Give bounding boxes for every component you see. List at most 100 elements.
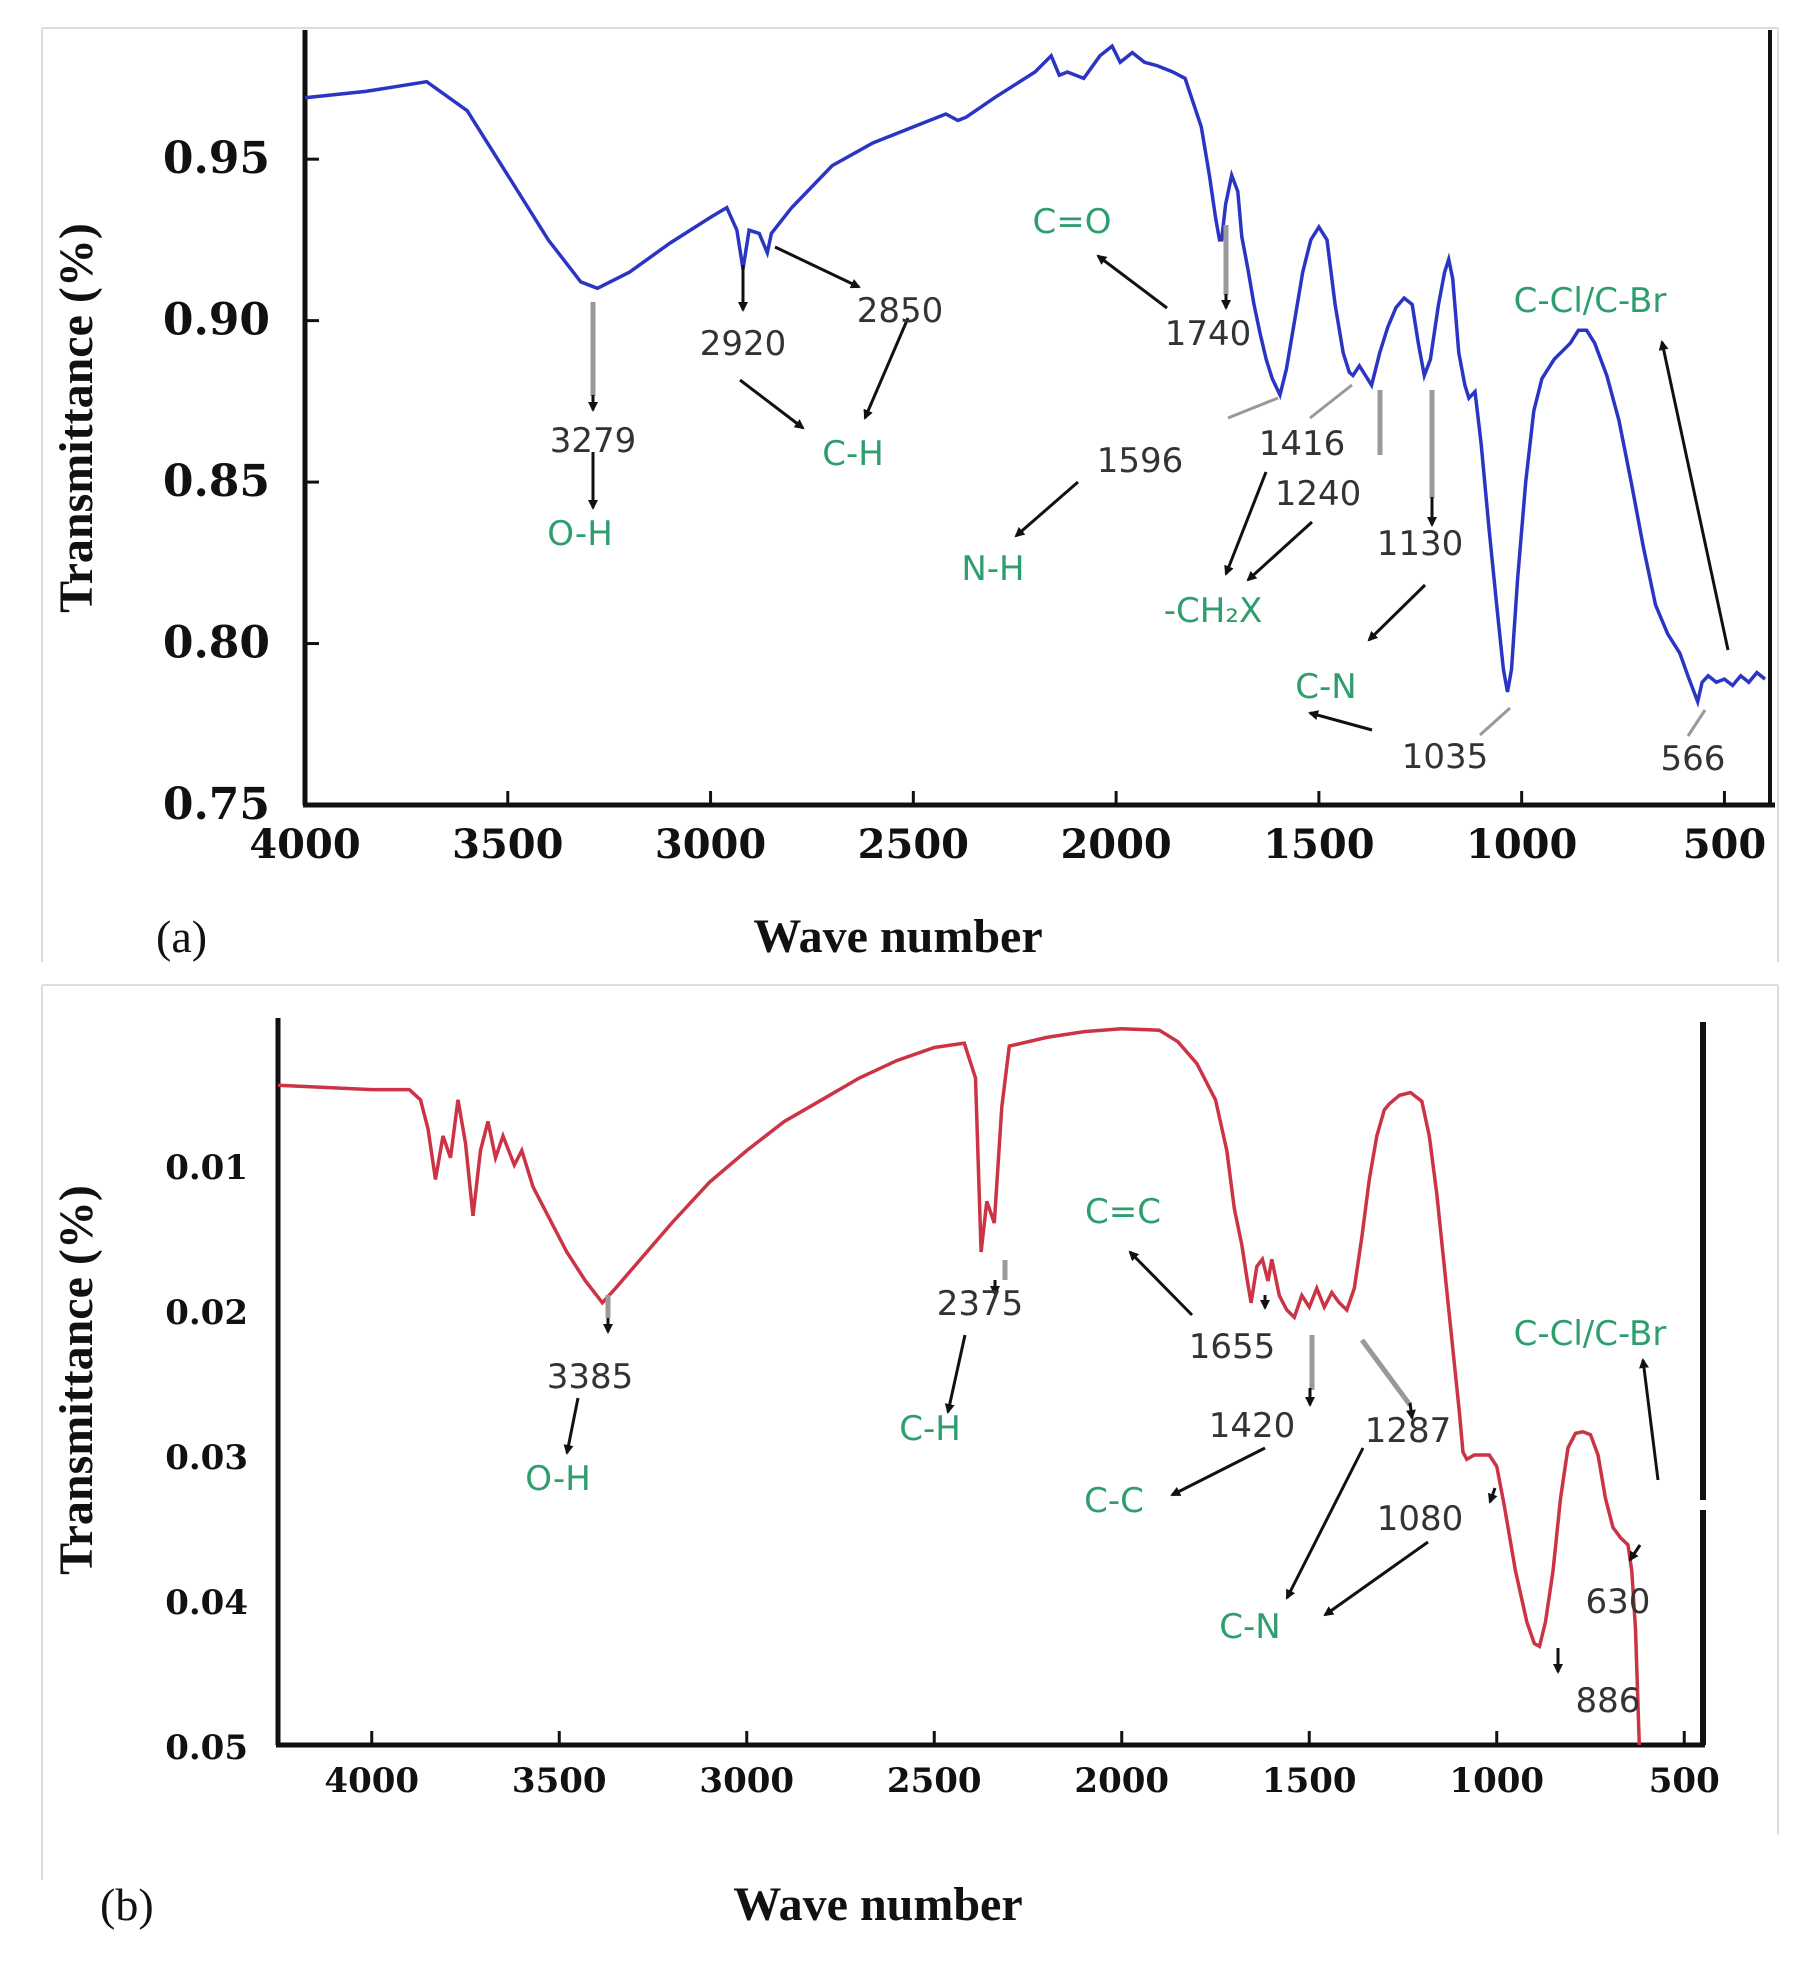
leader-1596 <box>1227 396 1279 420</box>
panel-b-x-tick-label: 4000 <box>324 1761 419 1801</box>
panel-a-x-tick-label: 2000 <box>1060 821 1171 868</box>
leader-1416 <box>1309 383 1353 420</box>
peak-label-886: 886 <box>1576 1681 1641 1721</box>
leader-1035 <box>1478 706 1512 737</box>
panel-b-x-tick-label: 2500 <box>887 1761 982 1801</box>
peak-line-1287 <box>1359 1338 1413 1407</box>
group-label-ccl-cbr: C-Cl/C-Br <box>1514 281 1667 321</box>
panel-a-x-tick-label: 4000 <box>249 821 360 868</box>
peak-label-3279: 3279 <box>550 421 637 461</box>
panel-a-x-axis-title: Wave number <box>753 910 1042 963</box>
panel-a-label: (a) <box>156 911 207 962</box>
arrow-2375-ch <box>944 1334 967 1414</box>
panel-b-spectrum-line <box>277 1026 1642 1746</box>
arrow-1287-cn <box>1285 1447 1365 1600</box>
panel-b-y-tick-label: 0.01 <box>165 1148 248 1188</box>
panel-b-x-tick-label: 2000 <box>1074 1761 1169 1801</box>
peak-label-2375: 2375 <box>937 1284 1024 1324</box>
peak-label-1420: 1420 <box>1209 1406 1296 1446</box>
arrow-630-ccl <box>1639 1358 1660 1481</box>
panel-a-y-tick-label: 0.75 <box>163 779 270 830</box>
panel-b-y-tick-label: 0.04 <box>165 1583 248 1623</box>
panel-a-x-tick-label: 2500 <box>858 821 969 868</box>
arrow-2850-ch <box>863 317 910 420</box>
peak-label-1416: 1416 <box>1259 424 1346 464</box>
arrow-1596-nh <box>1014 480 1079 538</box>
group-label-ch-b: C-H <box>899 1409 961 1449</box>
peak-label-1655: 1655 <box>1189 1327 1276 1367</box>
leader-566 <box>1686 709 1707 737</box>
peak-label-2850: 2850 <box>857 291 944 331</box>
panel-a-x-tick-label: 3000 <box>655 821 766 868</box>
panel-a: 0.95 0.90 0.85 0.80 0.75 4000 3500 3000 2500 200… <box>41 27 1779 963</box>
panel-a-x-tick-label: 3500 <box>452 821 563 868</box>
arrow-1130-cn <box>1367 583 1427 642</box>
group-label-cc-single: C-C <box>1084 1481 1144 1521</box>
group-label-co: C=O <box>1033 202 1112 242</box>
arrow-1080-cn <box>1323 1540 1429 1617</box>
peak-label-1740: 1740 <box>1165 314 1252 354</box>
peak-label-566: 566 <box>1661 739 1726 779</box>
panel-a-x-tick-label: 1500 <box>1263 821 1374 868</box>
panel-b-x-tick-label: 3000 <box>699 1761 794 1801</box>
panel-a-y-tick-label: 0.80 <box>163 618 270 669</box>
arrow-2920-ch <box>739 378 805 430</box>
panel-b-y-tick-label: 0.02 <box>165 1293 248 1333</box>
group-label-cc-double: C=C <box>1085 1192 1161 1232</box>
panel-a-y-tick-label: 0.90 <box>163 295 270 346</box>
group-label-oh-b: O-H <box>525 1459 591 1499</box>
panel-b-x-tick-label: 1000 <box>1449 1761 1544 1801</box>
panel-b-x-tick-label: 500 <box>1649 1761 1720 1801</box>
panel-b-arrows <box>563 1250 1660 1674</box>
panel-a-arrows <box>588 245 1730 732</box>
peak-label-1240: 1240 <box>1275 474 1362 514</box>
panel-a-y-axis-title: Transmittance (%) <box>50 223 103 613</box>
panel-b-x-axis-title: Wave number <box>733 1878 1022 1931</box>
arrow-1740-co <box>1096 254 1168 310</box>
arrow-1655-cc <box>1128 1250 1194 1317</box>
panel-a-x-ticks: 4000 3500 3000 2500 2000 1500 1000 500 <box>249 791 1766 868</box>
arrow-630-down <box>1628 1544 1642 1562</box>
group-label-nh: N-H <box>961 549 1024 589</box>
panel-b-y-axis-title: Transmittance (%) <box>50 1185 103 1575</box>
panel-b-y-tick-label: 0.05 <box>165 1728 248 1768</box>
group-label-oh: O-H <box>547 514 613 554</box>
panel-a-leader-lines <box>1227 383 1707 737</box>
panel-b-x-ticks: 4000 3500 3000 2500 2000 1500 1000 500 <box>324 1731 1720 1801</box>
arrow-1416-ch2x <box>1224 471 1268 576</box>
panel-b-peak-lines <box>605 1260 1413 1407</box>
arrow-1287-down <box>1405 1402 1416 1420</box>
arrow-3385-oh <box>563 1397 580 1455</box>
arrow-1035-cn <box>1308 710 1373 732</box>
panel-b: 0.01 0.02 0.03 0.04 0.05 4000 3500 3000 2500 200… <box>41 984 1779 1931</box>
panel-a-peak-lines <box>590 225 1435 498</box>
peak-label-2920: 2920 <box>700 324 787 364</box>
peak-label-1130: 1130 <box>1377 524 1464 564</box>
group-label-cn: C-N <box>1295 667 1356 707</box>
peak-label-1035: 1035 <box>1402 737 1489 777</box>
panel-a-y-tick-label: 0.85 <box>163 456 270 507</box>
group-label-cn-b: C-N <box>1219 1607 1280 1647</box>
arrow-1240-ch2x <box>1246 520 1314 582</box>
peak-label-1287: 1287 <box>1365 1411 1452 1451</box>
panel-b-label: (b) <box>100 1879 154 1930</box>
panel-b-x-tick-label: 1500 <box>1262 1761 1357 1801</box>
panel-b-y-ticks: 0.01 0.02 0.03 0.04 0.05 <box>165 1148 248 1768</box>
panel-a-y-tick-label: 0.95 <box>163 133 270 184</box>
group-label-ccl-cbr-b: C-Cl/C-Br <box>1514 1314 1667 1354</box>
panel-a-x-tick-label: 500 <box>1683 821 1767 868</box>
panel-a-spectrum-line <box>304 43 1767 708</box>
peak-label-3385: 3385 <box>547 1357 634 1397</box>
panel-a-y-ticks: 0.95 0.90 0.85 0.80 0.75 <box>163 133 319 830</box>
group-label-ch2x: -CH₂X <box>1164 591 1263 631</box>
peak-label-1596: 1596 <box>1097 441 1184 481</box>
peak-label-1080: 1080 <box>1377 1499 1464 1539</box>
arrow-2850 <box>774 245 861 289</box>
arrow-1080-down <box>1487 1487 1498 1504</box>
panel-b-x-tick-label: 3500 <box>512 1761 607 1801</box>
panel-b-y-tick-label: 0.03 <box>165 1438 248 1478</box>
panel-a-x-tick-label: 1000 <box>1466 821 1577 868</box>
peak-label-630: 630 <box>1586 1582 1651 1622</box>
group-label-ch: C-H <box>822 434 884 474</box>
